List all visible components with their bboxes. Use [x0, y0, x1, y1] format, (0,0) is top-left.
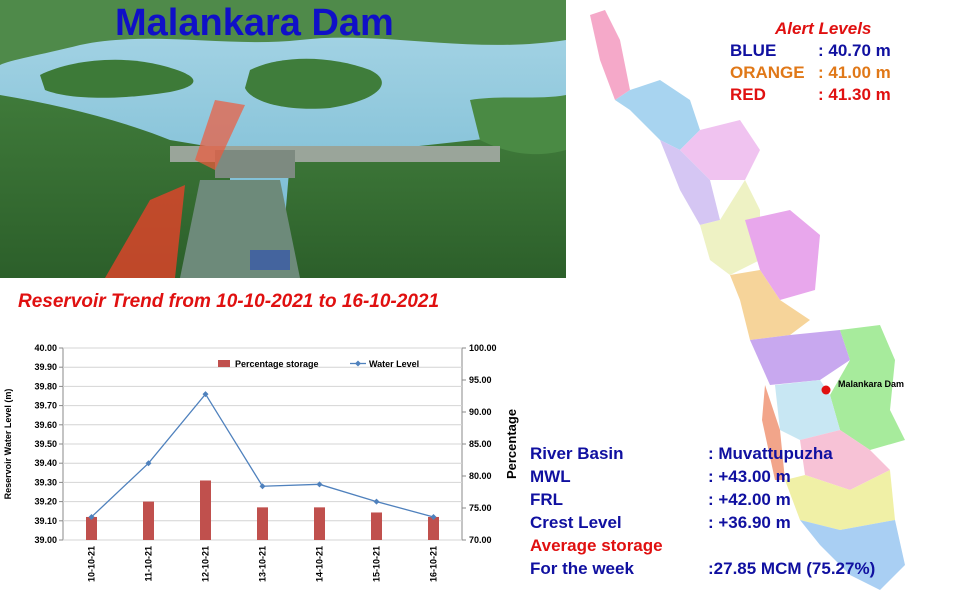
right-axis-tick-label: 75.00 — [469, 503, 492, 513]
river-basin-label: River Basin — [530, 444, 624, 463]
district-kollam — [785, 470, 895, 530]
point-water-level — [259, 483, 266, 490]
district-pathanamthitta — [800, 430, 890, 490]
right-axis-tick-label: 100.00 — [469, 343, 497, 353]
district-thrissur — [730, 270, 810, 340]
left-axis-tick-label: 39.60 — [34, 420, 57, 430]
district-ernakulam — [750, 330, 850, 385]
right-axis-title: Percentage — [504, 409, 519, 479]
frl-value: : +42.00 m — [708, 490, 791, 509]
river-basin-row: River Basin : Muvattupuzha — [530, 442, 875, 465]
left-axis-tick-label: 39.10 — [34, 516, 57, 526]
x-axis-tick-label: 13-10-21 — [258, 546, 268, 582]
district-thiruvananthapuram — [800, 520, 905, 590]
dam-info-panel: River Basin: Muvattupuzha MWL: +43.00 m … — [530, 442, 875, 580]
legend-label-line: Water Level — [369, 359, 419, 369]
river-basin-value: : Muvattupuzha — [708, 444, 833, 463]
alert-level-red: RED : 41.30 m — [730, 84, 891, 106]
left-axis-tick-label: 39.90 — [34, 362, 57, 372]
x-axis-tick-label: 10-10-21 — [87, 546, 97, 582]
bar-percentage-storage — [200, 480, 211, 540]
left-axis-tick-label: 40.00 — [34, 343, 57, 353]
district-malappuram — [700, 180, 760, 275]
left-axis-tick-label: 39.30 — [34, 477, 57, 487]
dam-photo-illustration — [0, 0, 566, 278]
right-axis-tick-label: 80.00 — [469, 471, 492, 481]
alert-levels-title: Alert Levels — [775, 19, 872, 38]
mwl-label: MWL — [530, 467, 571, 486]
frl-label: FRL — [530, 490, 564, 509]
alert-level-value: : 41.00 m — [818, 63, 891, 82]
alert-level-orange: ORANGE : 41.00 m — [730, 62, 891, 84]
district-kottayam — [775, 380, 840, 440]
district-alappuzha — [762, 385, 785, 480]
mwl-value: : +43.00 m — [708, 467, 791, 486]
alert-level-blue: BLUE : 40.70 m — [730, 40, 891, 62]
left-axis-title: Reservoir Water Level (m) — [3, 389, 13, 500]
district-kozhikode — [660, 140, 720, 225]
right-axis-tick-label: 90.00 — [469, 407, 492, 417]
frl-row: FRL : +42.00 m — [530, 488, 875, 511]
alert-level-name: RED — [730, 85, 766, 104]
right-axis-tick-label: 85.00 — [469, 439, 492, 449]
legend-swatch-bar — [218, 360, 230, 367]
right-axis-tick-label: 70.00 — [469, 535, 492, 545]
reservoir-trend-chart: 39.00 39.10 39.20 39.30 39.40 39.50 39.60 39.70… — [3, 343, 519, 582]
legend-label-bar: Percentage storage — [235, 359, 319, 369]
bar-percentage-storage — [257, 507, 268, 540]
district-kannur — [615, 80, 700, 150]
point-water-level — [88, 513, 95, 520]
point-water-level — [145, 460, 152, 467]
mwl-row: MWL : +43.00 m — [530, 465, 875, 488]
point-water-level — [430, 513, 437, 520]
bar-percentage-storage — [86, 516, 97, 540]
weekly-storage-label: For the week — [530, 559, 634, 578]
dam-location-label: Malankara Dam — [838, 379, 905, 389]
district-palakkad — [745, 210, 820, 300]
point-water-level — [373, 498, 380, 505]
x-axis-tick-label: 11-10-21 — [144, 546, 154, 582]
left-axis-tick-label: 39.40 — [34, 458, 57, 468]
x-axis-tick-label: 16-10-21 — [429, 546, 439, 582]
left-axis-tick-label: 39.80 — [34, 381, 57, 391]
left-axis-tick-label: 39.70 — [34, 401, 57, 411]
bar-percentage-storage — [371, 512, 382, 540]
kerala-district-map — [590, 10, 905, 590]
crest-level-row: Crest Level : +36.90 m — [530, 511, 875, 534]
left-axis-tick-label: 39.00 — [34, 535, 57, 545]
bar-percentage-storage — [143, 501, 154, 540]
alert-level-value: : 41.30 m — [818, 85, 891, 104]
point-water-level — [316, 481, 323, 488]
reservoir-trend-title: Reservoir Trend from 10-10-2021 to 16-10… — [18, 291, 440, 312]
average-storage-label: Average storage — [530, 536, 663, 555]
dam-location-marker — [821, 385, 831, 395]
alert-level-name: ORANGE — [730, 63, 805, 82]
page-title: Malankara Dam — [115, 2, 394, 44]
bar-percentage-storage — [428, 516, 439, 540]
point-water-level — [202, 391, 209, 398]
weekly-storage-value: :27.85 MCM (75.27%) — [708, 559, 876, 578]
dam-aerial-photo: Malankara Dam — [0, 0, 566, 278]
crest-level-value: : +36.90 m — [708, 513, 791, 532]
right-axis-tick-label: 95.00 — [469, 375, 492, 385]
x-axis-tick-label: 12-10-21 — [201, 546, 211, 582]
x-axis-tick-label: 14-10-21 — [315, 546, 325, 582]
legend-swatch-marker — [355, 360, 361, 367]
bar-percentage-storage — [314, 507, 325, 540]
crest-level-label: Crest Level — [530, 513, 622, 532]
alert-level-name: BLUE — [730, 41, 777, 60]
district-kasaragod — [590, 10, 630, 100]
weekly-storage-row: For the week :27.85 MCM (75.27%) — [530, 557, 875, 580]
district-idukki — [830, 325, 905, 450]
alert-level-value: : 40.70 m — [818, 41, 891, 60]
left-axis-tick-label: 39.20 — [34, 497, 57, 507]
x-axis-tick-label: 15-10-21 — [372, 546, 382, 582]
left-axis-tick-label: 39.50 — [34, 439, 57, 449]
district-wayanad — [680, 120, 760, 180]
